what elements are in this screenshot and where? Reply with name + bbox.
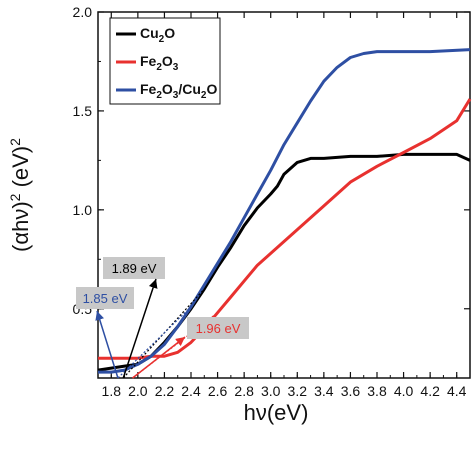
annotation-arrow-0 (122, 278, 158, 379)
annotation-arrow-2 (132, 336, 186, 379)
x-tick-label: 2.6 (208, 383, 228, 399)
x-tick-label: 3.8 (367, 383, 387, 399)
x-tick-label: 3.4 (314, 383, 334, 399)
annotation-label-1: 1.85 eV (83, 291, 128, 306)
annotation-box-1 (76, 287, 134, 309)
series-line-2 (98, 48, 471, 374)
x-tick-label: 3.6 (341, 383, 361, 399)
x-tick-label: 1.8 (102, 383, 122, 399)
legend-label-0: Cu2O (140, 25, 175, 45)
x-axis-title: hν(eV) (244, 400, 309, 425)
y-tick-label: 1.0 (73, 202, 93, 218)
y-tick-label: 1.5 (73, 103, 93, 119)
x-tick-label: 4.4 (447, 383, 467, 399)
legend-label-1: Fe2O3 (140, 53, 179, 73)
annotation-box-2 (187, 317, 249, 339)
annotation-box-0 (103, 257, 165, 279)
tangent-line-1 (117, 306, 192, 379)
x-tick-label: 2.0 (128, 383, 148, 399)
x-tick-label: 4.2 (420, 383, 440, 399)
legend-label-2: Fe2O3/Cu2O (140, 81, 217, 101)
annotation-label-0: 1.89 eV (112, 261, 157, 276)
x-tick-label: 3.2 (288, 383, 308, 399)
tangent-line-0 (122, 288, 205, 379)
x-tick-label: 3.0 (261, 383, 281, 399)
x-tick-label: 2.2 (155, 383, 175, 399)
x-tick-label: 4.0 (394, 383, 414, 399)
annotation-arrow-1 (95, 310, 119, 379)
legend: Cu2O Fe2O3 Fe2O3/Cu2O (109, 17, 221, 105)
x-tick-label: 2.8 (234, 383, 254, 399)
annotation-label-2: 1.96 eV (196, 321, 241, 336)
x-tick-label: 2.4 (181, 383, 201, 399)
series-line-1 (98, 98, 472, 360)
y-axis-title: (αhν)2 (eV)2 (7, 138, 33, 252)
y-tick-label: 2.0 (73, 4, 93, 20)
